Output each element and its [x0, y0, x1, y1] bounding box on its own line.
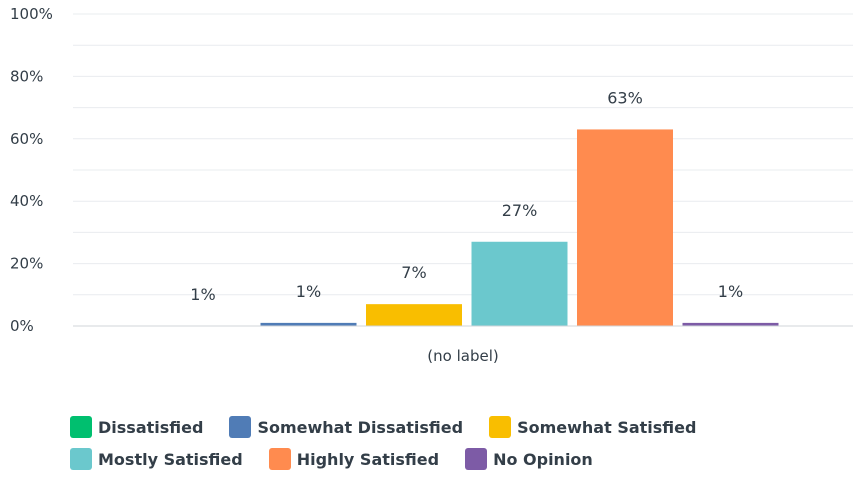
data-label: 7% [401, 263, 426, 282]
y-tick-label: 80% [10, 67, 43, 85]
legend-label: Highly Satisfied [296, 449, 440, 469]
legend-label: Dissatisfied [98, 417, 204, 437]
data-label: 63% [607, 88, 643, 107]
legend-swatch [465, 448, 488, 470]
bar [260, 322, 357, 326]
y-tick-label: 20% [10, 255, 43, 273]
bar [682, 322, 779, 326]
data-label: 27% [502, 201, 538, 220]
legend-label: Mostly Satisfied [98, 449, 243, 469]
y-tick-label: 60% [10, 130, 43, 148]
legend-item-no-opinion: No Opinion [465, 448, 593, 470]
y-tick-label: 40% [10, 192, 43, 210]
legend-swatch [70, 416, 92, 438]
y-axis-tick-labels: 0% 20% 40% 60% 80% 100% [10, 5, 53, 335]
legend: Dissatisfied Somewhat Dissatisfied Somew… [70, 416, 830, 480]
y-tick-label: 100% [10, 5, 53, 23]
legend-item-somewhat-satisfied: Somewhat Satisfied [489, 416, 696, 438]
legend-swatch [229, 416, 252, 438]
legend-item-mostly-satisfied: Mostly Satisfied [70, 448, 243, 470]
legend-item-dissatisfied: Dissatisfied [70, 416, 203, 438]
legend-swatch [70, 448, 92, 470]
legend-swatch [489, 416, 512, 438]
bar [366, 304, 462, 326]
x-axis-label: (no label) [427, 347, 498, 365]
legend-label: Somewhat Dissatisfied [257, 417, 464, 437]
gridlines [73, 13, 853, 296]
data-labels: 1% 1% 7% 27% 63% 1% [190, 88, 743, 304]
bars [260, 129, 779, 326]
y-tick-label: 0% [10, 317, 34, 335]
legend-row: Mostly Satisfied Highly Satisfied No Opi… [70, 448, 830, 470]
bar [471, 241, 568, 326]
bar [577, 129, 673, 326]
data-label: 1% [190, 285, 215, 304]
legend-label: No Opinion [493, 449, 593, 469]
legend-swatch [268, 448, 291, 470]
legend-label: Somewhat Satisfied [517, 417, 697, 437]
legend-item-highly-satisfied: Highly Satisfied [268, 448, 440, 470]
data-label: 1% [296, 282, 321, 301]
legend-row: Dissatisfied Somewhat Dissatisfied Somew… [70, 416, 830, 438]
legend-item-somewhat-dissatisfied: Somewhat Dissatisfied [229, 416, 463, 438]
data-label: 1% [718, 282, 743, 301]
